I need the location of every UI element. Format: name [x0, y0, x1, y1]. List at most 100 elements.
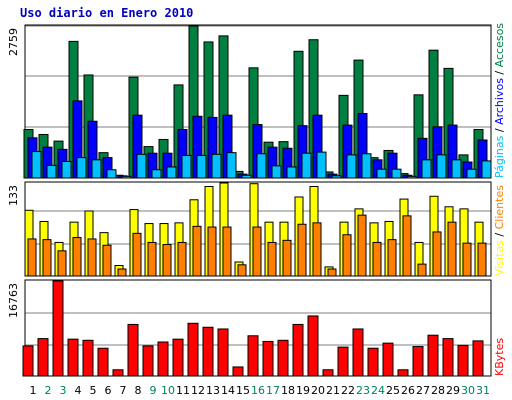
x-tick-label-day-13: 13 — [206, 384, 220, 397]
bar-kbytes-day-10 — [157, 341, 169, 377]
bar-kbytes-day-14 — [217, 328, 229, 377]
bar-kbytes-day-1 — [22, 345, 34, 377]
bar-clientes-day-19 — [297, 223, 307, 277]
x-tick-label-day-12: 12 — [191, 384, 205, 397]
bar-pginas-day-13 — [211, 153, 222, 179]
x-tick-label-day-26: 26 — [401, 384, 415, 397]
bar-kbytes-day-8 — [127, 323, 139, 377]
x-tick-label-day-21: 21 — [326, 384, 340, 397]
chart-title: Uso diario en Enero 2010 — [20, 6, 193, 20]
bar-clientes-day-13 — [207, 226, 217, 277]
bar-pginas-day-16 — [256, 153, 267, 179]
max-value-label-middle: 133 — [7, 185, 20, 206]
legend-bottom: KBytes — [493, 338, 506, 376]
bar-kbytes-day-22 — [337, 346, 349, 377]
x-tick-label-day-15: 15 — [236, 384, 250, 397]
bar-pginas-day-9 — [151, 169, 162, 179]
bar-clientes-day-24 — [372, 241, 382, 277]
bar-kbytes-day-18 — [277, 339, 289, 377]
x-tick-label-day-24: 24 — [371, 384, 385, 397]
x-tick-label-day-17: 17 — [266, 384, 280, 397]
bar-kbytes-day-6 — [97, 347, 109, 377]
bar-kbytes-day-23 — [352, 328, 364, 377]
bar-pginas-day-4 — [76, 157, 87, 179]
bar-pginas-day-17 — [271, 165, 282, 179]
legend-middle: Visitas / Clientes — [493, 185, 506, 276]
bar-clientes-day-29 — [447, 221, 457, 277]
x-tick-label-day-30: 30 — [461, 384, 475, 397]
bar-pginas-day-12 — [196, 154, 207, 179]
bar-clientes-day-17 — [267, 241, 277, 277]
panel-kbytes: 16763 — [7, 280, 484, 377]
x-tick-label-day-10: 10 — [161, 384, 175, 397]
bar-kbytes-day-5 — [82, 339, 94, 377]
bar-kbytes-day-20 — [307, 315, 319, 377]
bar-clientes-day-8 — [132, 232, 142, 277]
bar-pginas-day-29 — [451, 159, 462, 179]
bar-kbytes-day-28 — [427, 334, 439, 377]
x-tick-label-day-20: 20 — [311, 384, 325, 397]
bar-clientes-day-3 — [57, 250, 67, 277]
bar-pginas-day-28 — [436, 154, 447, 179]
bar-kbytes-day-3 — [52, 280, 64, 377]
x-tick-label-day-3: 3 — [60, 384, 67, 397]
bar-clientes-day-6 — [102, 244, 112, 277]
bar-clientes-day-23 — [357, 214, 367, 277]
bar-kbytes-day-4 — [67, 338, 79, 377]
bar-pginas-day-5 — [91, 159, 102, 179]
x-tick-label-day-8: 8 — [135, 384, 142, 397]
bar-clientes-day-5 — [87, 238, 97, 277]
x-axis-day-labels: 1 2 3 4 5 6 7 8 9 10 11 12 13 14 15 16 17 18 19 20 21 22 23 24 2… — [30, 384, 491, 397]
bar-clientes-day-7 — [117, 268, 127, 277]
bar-pginas-day-20 — [316, 151, 327, 179]
bar-clientes-day-22 — [342, 234, 352, 277]
x-tick-label-day-2: 2 — [45, 384, 52, 397]
bar-pginas-day-8 — [136, 153, 147, 179]
bar-kbytes-day-24 — [367, 347, 379, 377]
bar-kbytes-day-13 — [202, 326, 214, 377]
bar-clientes-day-16 — [252, 226, 262, 277]
bar-kbytes-day-19 — [292, 323, 304, 377]
bar-clientes-day-30 — [462, 242, 472, 277]
x-tick-label-day-7: 7 — [120, 384, 127, 397]
x-tick-label-day-11: 11 — [176, 384, 190, 397]
legend-top: Páginas / Archivos / Accesos — [493, 23, 506, 178]
bar-pginas-day-26 — [406, 175, 417, 179]
bar-clientes-day-10 — [162, 244, 172, 277]
bar-kbytes-day-16 — [247, 335, 259, 377]
x-tick-label-day-16: 16 — [251, 384, 265, 397]
bar-clientes-day-25 — [387, 239, 397, 277]
bar-pginas-day-31 — [481, 160, 492, 179]
bar-pginas-day-11 — [181, 154, 192, 179]
bar-kbytes-day-21 — [322, 369, 334, 377]
bar-clientes-day-28 — [432, 231, 442, 277]
bar-kbytes-day-25 — [382, 342, 394, 377]
bar-clientes-day-11 — [177, 241, 187, 277]
x-tick-label-day-29: 29 — [446, 384, 460, 397]
x-tick-label-day-27: 27 — [416, 384, 430, 397]
bar-pginas-day-6 — [106, 169, 117, 179]
bar-kbytes-day-29 — [442, 338, 454, 377]
bar-kbytes-day-30 — [457, 344, 469, 377]
bar-clientes-day-1 — [27, 238, 37, 277]
bar-pginas-day-25 — [391, 168, 402, 179]
x-tick-label-day-4: 4 — [75, 384, 82, 397]
bar-pginas-day-19 — [301, 152, 312, 179]
bar-kbytes-day-7 — [112, 369, 124, 377]
bar-clientes-day-31 — [477, 242, 487, 277]
bar-clientes-day-2 — [42, 239, 52, 277]
x-tick-label-day-28: 28 — [431, 384, 445, 397]
bar-pginas-day-23 — [361, 153, 372, 179]
bar-clientes-day-27 — [417, 263, 427, 277]
x-tick-label-day-25: 25 — [386, 384, 400, 397]
bar-kbytes-day-27 — [412, 346, 424, 377]
x-tick-label-day-6: 6 — [105, 384, 112, 397]
bar-pginas-day-7 — [121, 175, 132, 179]
bar-clientes-day-9 — [147, 241, 157, 277]
x-tick-label-day-23: 23 — [356, 384, 370, 397]
bar-kbytes-day-11 — [172, 338, 184, 377]
bar-clientes-day-18 — [282, 239, 292, 277]
bar-clientes-day-20 — [312, 222, 322, 277]
x-tick-label-day-5: 5 — [90, 384, 97, 397]
x-tick-label-day-9: 9 — [150, 384, 157, 397]
